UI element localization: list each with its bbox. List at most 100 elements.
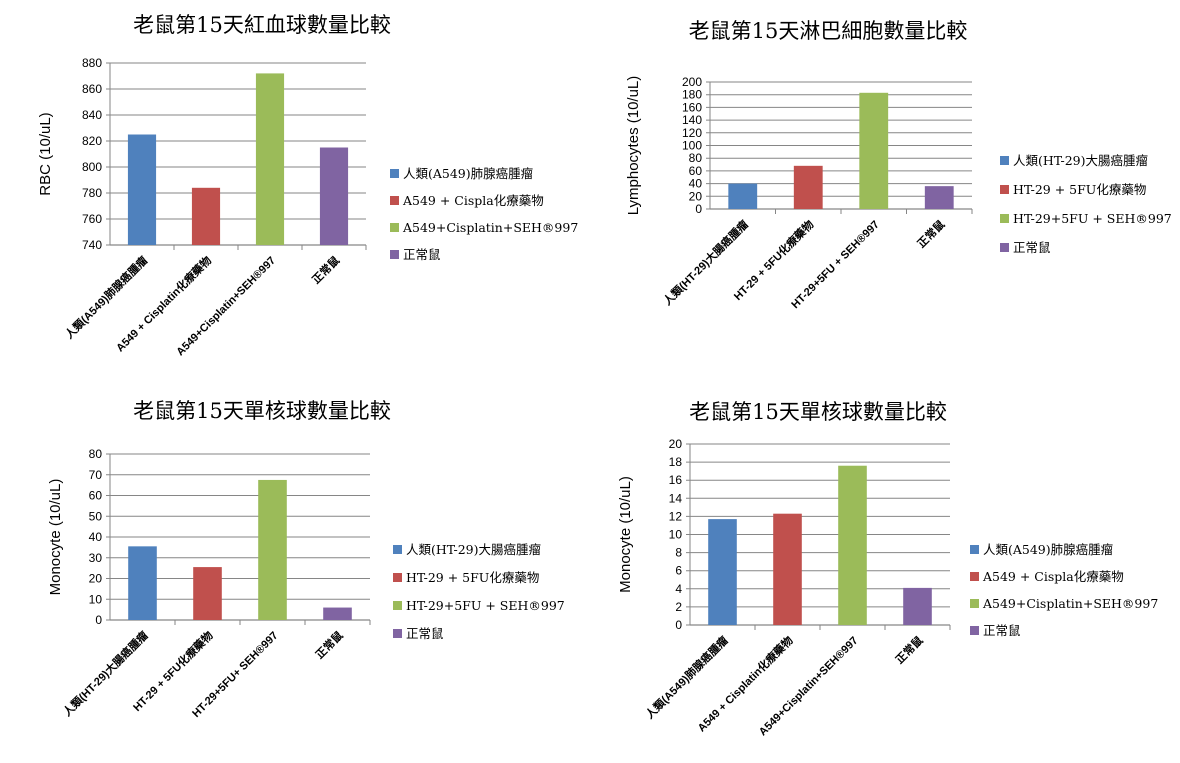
x-tick-label: 正常鼠 <box>312 628 345 661</box>
y-axis-label: Lymphocytes (10/uL) <box>625 76 642 216</box>
y-tick-label: 120 <box>682 126 702 140</box>
y-axis-label: Monocyte (10/uL) <box>617 476 634 593</box>
legend-swatch <box>390 196 399 205</box>
x-tick-label: 正常鼠 <box>892 633 925 666</box>
rbc-chart: 老鼠第15天紅血球數量比較 740 760 780 800 820 840 860 880 RBC… <box>0 0 590 382</box>
y-tick-label: 880 <box>82 56 102 70</box>
legend-swatch <box>393 545 402 554</box>
y-tick-label: 840 <box>82 108 102 122</box>
legend-swatch <box>1000 156 1009 165</box>
y-tick-label: 18 <box>669 455 683 469</box>
legend-label: HT-29+5FU + SEH®997 <box>1013 211 1172 226</box>
y-tick-label: 80 <box>689 151 703 165</box>
legend-label: 人類(A549)肺腺癌腫瘤 <box>983 542 1114 557</box>
bar <box>838 465 867 625</box>
y-tick-label: 180 <box>682 88 702 102</box>
y-tick-label: 10 <box>89 592 103 606</box>
bar <box>128 546 157 620</box>
monocyte-ht29-chart: 老鼠第15天單核球數量比較 0 10 20 30 40 50 60 70 80 Monocyte (… <box>0 382 590 763</box>
y-tick-label: 0 <box>95 613 102 627</box>
bar <box>191 187 221 245</box>
legend-swatch <box>970 599 979 608</box>
chart-svg: 老鼠第15天單核球數量比較 0 10 20 30 40 50 60 70 80 Monocyte (… <box>47 399 565 720</box>
y-tick-label: 40 <box>89 530 103 544</box>
y-tick-label: 100 <box>682 139 702 153</box>
y-tick-label: 0 <box>675 618 682 632</box>
chart-title: 老鼠第15天紅血球數量比較 <box>133 13 391 37</box>
y-tick-label: 70 <box>89 468 103 482</box>
legend-swatch <box>393 573 402 582</box>
y-tick-label: 860 <box>82 82 102 96</box>
legend-label: 人類(HT-29)大腸癌腫瘤 <box>406 542 542 557</box>
chart-title: 老鼠第15天單核球數量比較 <box>689 400 947 424</box>
legend-label: HT-29+5FU + SEH®997 <box>406 598 565 613</box>
legend-swatch <box>1000 185 1009 194</box>
legend-label: 人類(HT-29)大腸癌腫瘤 <box>1013 153 1149 168</box>
y-tick-label: 780 <box>82 186 102 200</box>
y-tick-label: 20 <box>669 437 683 451</box>
y-tick-label: 20 <box>689 189 703 203</box>
x-tick-label: 正常鼠 <box>914 217 947 250</box>
legend-label: A549 + Cispla化療藥物 <box>402 193 544 208</box>
y-tick-label: 60 <box>89 489 103 503</box>
y-tick-label: 140 <box>682 113 702 127</box>
legend-label: A549+Cisplatin+SEH®997 <box>982 596 1158 611</box>
chart-svg: 老鼠第15天淋巴細胞數量比較 02040608010012014016018020… <box>625 19 1172 311</box>
bar <box>793 165 823 209</box>
legend-swatch <box>393 629 402 638</box>
y-tick-label: 760 <box>82 212 102 226</box>
legend-swatch <box>1000 214 1009 223</box>
legend-label: 正常鼠 <box>406 626 444 641</box>
y-tick-label: 20 <box>89 572 103 586</box>
bar <box>773 513 802 625</box>
legend-label: 正常鼠 <box>403 247 441 262</box>
x-tick-label: 正常鼠 <box>309 253 342 286</box>
legend-swatch <box>390 223 399 232</box>
legend-label: 正常鼠 <box>1013 240 1051 255</box>
y-axis-label: RBC (10/uL) <box>37 112 54 195</box>
y-tick-label: 12 <box>669 509 683 523</box>
bar <box>258 479 287 620</box>
y-axis-label: Monocyte (10/uL) <box>47 479 64 596</box>
bar <box>127 134 157 245</box>
bar <box>323 607 352 620</box>
legend-label: A549 + Cispla化療藥物 <box>982 569 1124 584</box>
y-tick-label: 60 <box>689 164 703 178</box>
y-tick-label: 16 <box>669 473 683 487</box>
chart-title: 老鼠第15天單核球數量比較 <box>133 399 391 423</box>
bar <box>903 587 932 625</box>
legend-swatch <box>970 626 979 635</box>
chart-svg: 老鼠第15天紅血球數量比較 740 760 780 800 820 840 860 880 RBC… <box>37 13 578 358</box>
bar <box>728 183 758 209</box>
legend-swatch <box>393 601 402 610</box>
legend-swatch <box>390 250 399 259</box>
y-tick-label: 80 <box>89 447 103 461</box>
y-tick-label: 40 <box>689 177 703 191</box>
lymphocyte-chart: 老鼠第15天淋巴細胞數量比較 0 20 40 60 80 100 120 140 160 180 20… <box>590 0 1180 382</box>
bar <box>924 186 954 209</box>
y-tick-label: 2 <box>675 600 682 614</box>
legend-label: 人類(A549)肺腺癌腫瘤 <box>403 166 534 181</box>
legend-swatch <box>390 169 399 178</box>
legend-label: 正常鼠 <box>983 623 1021 638</box>
legend-label: HT-29 + 5FU化療藥物 <box>406 570 539 585</box>
legend-swatch <box>970 545 979 554</box>
y-tick-label: 8 <box>675 546 682 560</box>
legend-swatch <box>1000 243 1009 252</box>
bar <box>255 73 285 246</box>
monocyte-a549-chart: 老鼠第15天單核球數量比較 0 2 4 6 8 10 12 14 16 18 20 Monocyte (… <box>590 382 1180 763</box>
y-tick-label: 14 <box>669 491 683 505</box>
chart-title: 老鼠第15天淋巴細胞數量比較 <box>689 19 968 43</box>
chart-svg: 老鼠第15天單核球數量比較 0 2 4 6 8 10 12 14 16 18 20 Monocyte (… <box>617 400 1158 738</box>
bar <box>319 147 349 245</box>
y-tick-label: 800 <box>82 160 102 174</box>
y-tick-label: 4 <box>675 582 682 596</box>
bar <box>193 567 222 620</box>
y-tick-label: 160 <box>682 100 702 114</box>
legend-label: HT-29 + 5FU化療藥物 <box>1013 182 1146 197</box>
bar <box>859 92 889 209</box>
legend-label: A549+Cisplatin+SEH®997 <box>402 220 578 235</box>
y-tick-label: 820 <box>82 134 102 148</box>
y-tick-label: 10 <box>669 528 683 542</box>
y-tick-label: 740 <box>82 238 102 252</box>
